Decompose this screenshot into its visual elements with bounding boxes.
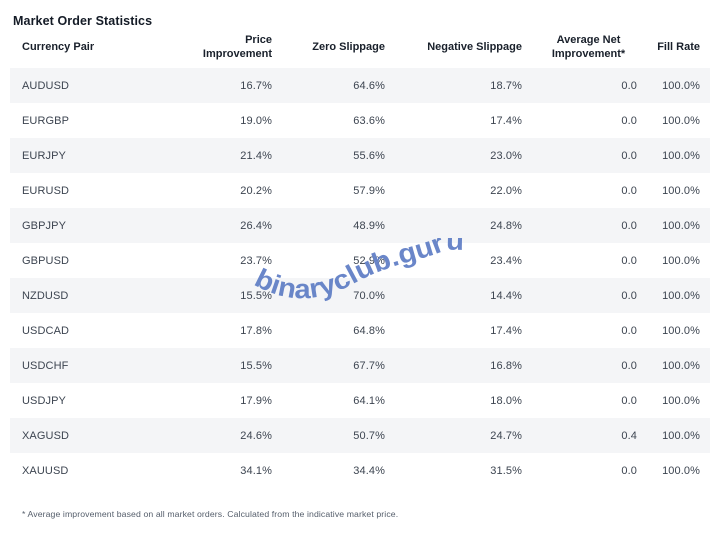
value-cell: 16.8% xyxy=(490,359,522,372)
currency-pair-cell: NZDUSD xyxy=(22,289,69,302)
value-cell: 24.8% xyxy=(490,219,522,232)
value-cell: 100.0% xyxy=(662,184,700,197)
value-cell: 15.5% xyxy=(240,289,272,302)
value-cell: 64.6% xyxy=(353,79,385,92)
table-row: GBPUSD 23.7% 52.9% 23.4% 0.0 100.0% xyxy=(10,243,710,278)
value-cell: 0.4 xyxy=(621,429,637,442)
value-cell: 34.4% xyxy=(353,464,385,477)
value-cell: 100.0% xyxy=(662,114,700,127)
value-cell: 0.0 xyxy=(621,324,637,337)
value-cell: 100.0% xyxy=(662,79,700,92)
value-cell: 67.7% xyxy=(353,359,385,372)
value-cell: 0.0 xyxy=(621,184,637,197)
value-cell: 17.9% xyxy=(240,394,272,407)
currency-pair-cell: AUDUSD xyxy=(22,79,70,92)
value-cell: 0.0 xyxy=(621,114,637,127)
table-row: USDCAD 17.8% 64.8% 17.4% 0.0 100.0% xyxy=(10,313,710,348)
currency-pair-cell: USDJPY xyxy=(22,394,66,407)
table-row: EURJPY 21.4% 55.6% 23.0% 0.0 100.0% xyxy=(10,138,710,173)
value-cell: 17.4% xyxy=(490,324,522,337)
value-cell: 26.4% xyxy=(240,219,272,232)
column-header-price-improvement: Price Improvement xyxy=(202,34,272,60)
currency-pair-cell: EURJPY xyxy=(22,149,66,162)
value-cell: 64.8% xyxy=(353,324,385,337)
value-cell: 23.4% xyxy=(490,254,522,267)
currency-pair-cell: USDCAD xyxy=(22,324,70,337)
value-cell: 100.0% xyxy=(662,359,700,372)
value-cell: 23.7% xyxy=(240,254,272,267)
table-body: AUDUSD 16.7% 64.6% 18.7% 0.0 100.0% EURGBP 19.0… xyxy=(10,68,710,488)
value-cell: 55.6% xyxy=(353,149,385,162)
value-cell: 100.0% xyxy=(662,219,700,232)
value-cell: 14.4% xyxy=(490,289,522,302)
value-cell: 31.5% xyxy=(490,464,522,477)
value-cell: 22.0% xyxy=(490,184,522,197)
table-row: EURGBP 19.0% 63.6% 17.4% 0.0 100.0% xyxy=(10,103,710,138)
value-cell: 100.0% xyxy=(662,464,700,477)
currency-pair-cell: GBPUSD xyxy=(22,254,70,267)
column-header-fill-rate: Fill Rate xyxy=(657,41,700,54)
currency-pair-cell: XAGUSD xyxy=(22,429,70,442)
value-cell: 63.6% xyxy=(353,114,385,127)
market-order-statistics-page: Market Order Statistics Currency Pair Pr… xyxy=(10,14,710,519)
table-header: Currency Pair Price Improvement Zero Sli… xyxy=(10,28,710,68)
currency-pair-cell: EURUSD xyxy=(22,184,70,197)
table-row: NZDUSD 15.5% 70.0% 14.4% 0.0 100.0% xyxy=(10,278,710,313)
value-cell: 70.0% xyxy=(353,289,385,302)
value-cell: 17.4% xyxy=(490,114,522,127)
column-header-currency-pair: Currency Pair xyxy=(22,41,95,54)
value-cell: 100.0% xyxy=(662,429,700,442)
value-cell: 0.0 xyxy=(621,464,637,477)
value-cell: 57.9% xyxy=(353,184,385,197)
column-header-zero-slippage: Zero Slippage xyxy=(312,41,385,54)
value-cell: 100.0% xyxy=(662,254,700,267)
page-title: Market Order Statistics xyxy=(13,14,153,28)
value-cell: 100.0% xyxy=(662,149,700,162)
currency-pair-cell: GBPJPY xyxy=(22,219,67,232)
value-cell: 100.0% xyxy=(662,394,700,407)
value-cell: 18.7% xyxy=(490,79,522,92)
value-cell: 24.7% xyxy=(490,429,522,442)
market-order-statistics-table: Currency Pair Price Improvement Zero Sli… xyxy=(10,28,710,488)
value-cell: 0.0 xyxy=(621,79,637,92)
currency-pair-cell: XAUUSD xyxy=(22,464,69,477)
value-cell: 19.0% xyxy=(240,114,272,127)
currency-pair-cell: USDCHF xyxy=(22,359,69,372)
column-header-negative-slippage: Negative Slippage xyxy=(427,41,522,54)
currency-pair-cell: EURGBP xyxy=(22,114,70,127)
table-row: XAUUSD 34.1% 34.4% 31.5% 0.0 100.0% xyxy=(10,453,710,488)
column-header-average-net-improvement: Average Net Improvement* xyxy=(551,34,626,60)
value-cell: 15.5% xyxy=(240,359,272,372)
value-cell: 50.7% xyxy=(353,429,385,442)
value-cell: 20.2% xyxy=(240,184,272,197)
value-cell: 18.0% xyxy=(490,394,522,407)
footnote: * Average improvement based on all marke… xyxy=(22,509,399,519)
value-cell: 100.0% xyxy=(662,324,700,337)
value-cell: 0.0 xyxy=(621,254,637,267)
table-row: XAGUSD 24.6% 50.7% 24.7% 0.4 100.0% xyxy=(10,418,710,453)
value-cell: 34.1% xyxy=(240,464,272,477)
value-cell: 17.8% xyxy=(240,324,272,337)
value-cell: 0.0 xyxy=(621,359,637,372)
table-row: AUDUSD 16.7% 64.6% 18.7% 0.0 100.0% xyxy=(10,68,710,103)
table-row: USDJPY 17.9% 64.1% 18.0% 0.0 100.0% xyxy=(10,383,710,418)
value-cell: 23.0% xyxy=(490,149,522,162)
value-cell: 0.0 xyxy=(621,394,637,407)
value-cell: 0.0 xyxy=(621,219,637,232)
value-cell: 64.1% xyxy=(353,394,385,407)
table-row: USDCHF 15.5% 67.7% 16.8% 0.0 100.0% xyxy=(10,348,710,383)
value-cell: 21.4% xyxy=(240,149,272,162)
value-cell: 16.7% xyxy=(240,79,272,92)
value-cell: 52.9% xyxy=(353,254,385,267)
value-cell: 24.6% xyxy=(240,429,272,442)
value-cell: 0.0 xyxy=(621,149,637,162)
table-header-row: Currency Pair Price Improvement Zero Sli… xyxy=(10,28,710,68)
value-cell: 48.9% xyxy=(353,219,385,232)
table-row: GBPJPY 26.4% 48.9% 24.8% 0.0 100.0% xyxy=(10,208,710,243)
value-cell: 100.0% xyxy=(662,289,700,302)
value-cell: 0.0 xyxy=(621,289,637,302)
table-row: EURUSD 20.2% 57.9% 22.0% 0.0 100.0% xyxy=(10,173,710,208)
